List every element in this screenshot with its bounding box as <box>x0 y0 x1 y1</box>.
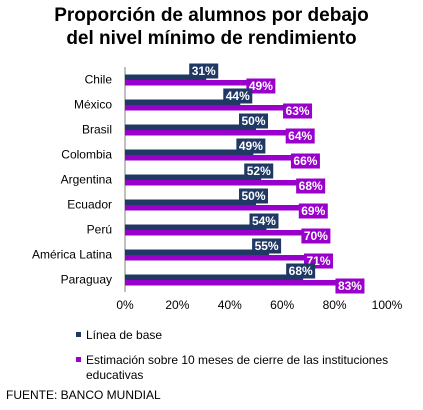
data-label-baseline: 55% <box>255 239 279 253</box>
data-label-estimate: 64% <box>288 129 312 143</box>
data-label-box-estimate <box>290 153 320 169</box>
data-label-box-estimate <box>296 178 326 194</box>
x-tick-label: 20% <box>165 298 189 312</box>
chart-title: Proporción de alumnos por debajo del niv… <box>0 4 423 50</box>
bar-estimate <box>125 255 312 261</box>
category-label: Chile <box>85 73 113 87</box>
data-label-box-estimate <box>298 203 328 219</box>
data-label-box-estimate <box>283 103 313 119</box>
x-tick-label: 60% <box>270 298 294 312</box>
legend-swatch-baseline <box>76 332 81 337</box>
x-tick-label: 100% <box>372 298 403 312</box>
data-label-box-estimate <box>246 78 276 94</box>
data-label-box-baseline <box>236 138 266 154</box>
data-label-estimate: 68% <box>299 179 323 193</box>
bar-baseline <box>125 174 262 180</box>
legend-label-baseline: Línea de base <box>86 328 163 342</box>
bar-estimate <box>125 105 291 111</box>
data-label-estimate: 66% <box>293 154 317 168</box>
category-label: América Latina <box>32 248 112 262</box>
data-label-box-baseline <box>252 238 282 254</box>
data-label-baseline: 52% <box>247 164 271 178</box>
category-label: Brasil <box>82 123 112 137</box>
chart-title-line-2: del nivel mínimo de rendimiento <box>66 28 357 49</box>
bar-baseline <box>125 149 254 155</box>
x-tick-label: 0% <box>116 298 134 312</box>
bar-baseline <box>125 224 267 230</box>
data-label-baseline: 54% <box>252 214 276 228</box>
bar-estimate <box>125 180 304 186</box>
x-tick-label: 80% <box>323 298 347 312</box>
data-label-estimate: 63% <box>286 104 310 118</box>
data-label-box-baseline <box>249 213 279 229</box>
bar-baseline <box>125 249 270 255</box>
chart-title-line-1: Proporción de alumnos por debajo <box>54 5 369 26</box>
bar-baseline <box>125 74 207 80</box>
data-label-baseline: 44% <box>226 89 250 103</box>
category-label: Argentina <box>61 173 113 187</box>
data-label-baseline: 68% <box>289 264 313 278</box>
data-label-baseline: 31% <box>192 64 216 78</box>
bar-estimate <box>125 230 309 236</box>
data-label-box-estimate <box>285 128 315 144</box>
legend-swatch-estimate <box>76 357 81 362</box>
category-label: Perú <box>87 223 112 237</box>
data-label-estimate: 49% <box>249 79 273 93</box>
data-label-box-baseline <box>244 163 274 179</box>
data-label-box-baseline <box>239 188 268 204</box>
bar-estimate <box>125 280 343 286</box>
category-label: Paraguay <box>61 273 112 287</box>
data-label-baseline: 49% <box>239 139 263 153</box>
bar-baseline <box>125 274 304 280</box>
data-label-estimate: 70% <box>304 229 328 243</box>
data-label-box-baseline <box>223 88 253 104</box>
bar-estimate <box>125 80 254 86</box>
data-label-estimate: 69% <box>301 204 325 218</box>
category-label: Colombia <box>61 148 112 162</box>
data-label-baseline: 50% <box>241 114 265 128</box>
data-label-box-baseline <box>239 113 268 129</box>
data-label-baseline: 50% <box>241 189 265 203</box>
bar-baseline <box>125 99 241 105</box>
bar-estimate <box>125 155 298 161</box>
bar-estimate <box>125 130 293 136</box>
bar-baseline <box>125 124 256 130</box>
source-note: FUENTE: BANCO MUNDIAL <box>6 388 161 402</box>
data-label-estimate: 83% <box>338 279 362 293</box>
bar-estimate <box>125 205 306 211</box>
category-label: Ecuador <box>67 198 112 212</box>
data-label-box-baseline <box>286 263 316 279</box>
bar-baseline <box>125 199 256 205</box>
legend-label-estimate: Estimación sobre 10 meses de cierre de l… <box>86 353 389 382</box>
data-label-box-estimate <box>301 228 331 244</box>
data-label-box-estimate <box>335 278 365 294</box>
x-tick-label: 40% <box>218 298 242 312</box>
category-label: México <box>74 98 112 112</box>
data-label-box-baseline <box>189 63 219 79</box>
